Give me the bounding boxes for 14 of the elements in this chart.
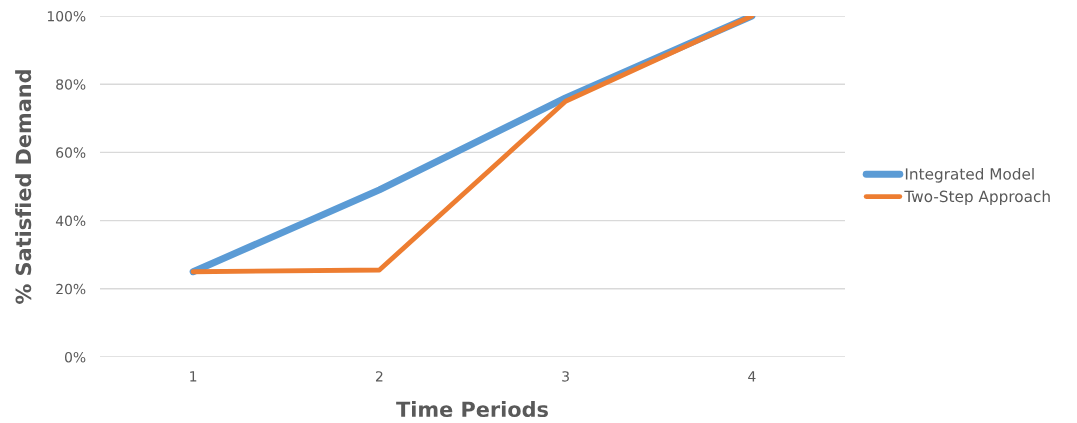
y-tick-label: 0% bbox=[64, 351, 86, 363]
y-axis-title: % Satisfied Demand bbox=[15, 70, 32, 304]
legend-label: Integrated Model bbox=[905, 167, 1034, 183]
y-tick-label: 100% bbox=[47, 10, 86, 22]
x-axis-title: Time Periods bbox=[396, 401, 548, 418]
x-tick-label: 4 bbox=[748, 371, 756, 382]
y-tick-label: 60% bbox=[56, 147, 86, 158]
x-tick-label: 2 bbox=[375, 371, 383, 382]
y-tick-label: 40% bbox=[55, 215, 86, 227]
y-tick-label: 80% bbox=[56, 79, 86, 90]
legend-label: Two-Step Approach bbox=[904, 190, 1050, 206]
x-tick-label: 3 bbox=[562, 371, 569, 382]
y-tick-label: 20% bbox=[56, 283, 86, 295]
x-tick-label: 1 bbox=[190, 371, 197, 382]
